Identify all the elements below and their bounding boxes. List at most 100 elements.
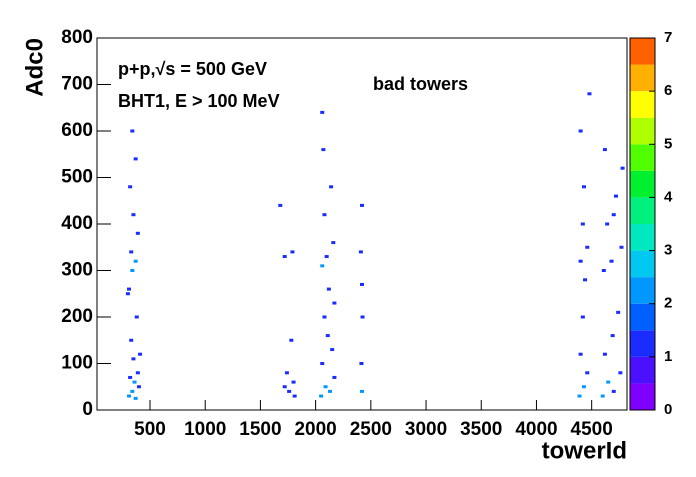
bin xyxy=(322,315,327,319)
bin xyxy=(127,287,132,291)
bin xyxy=(135,371,140,375)
bin xyxy=(138,352,143,356)
bin xyxy=(287,389,292,393)
x-tick-label: 500 xyxy=(134,419,166,440)
z-tick-label: 5 xyxy=(664,135,672,152)
bin xyxy=(135,231,140,235)
x-tick-label: 3500 xyxy=(460,419,502,440)
palette-swatch xyxy=(630,91,655,118)
bin xyxy=(322,213,327,217)
palette-swatch xyxy=(630,356,655,384)
bin xyxy=(327,389,332,393)
y-axis-label: Adc0 xyxy=(21,38,48,97)
bin xyxy=(332,301,337,305)
z-tick-label: 1 xyxy=(664,348,672,365)
z-tick-label: 6 xyxy=(664,82,672,99)
bin xyxy=(321,148,326,152)
bin xyxy=(360,315,365,319)
bin xyxy=(282,255,287,259)
bin xyxy=(613,194,618,198)
bin xyxy=(580,222,585,226)
bin xyxy=(134,315,139,319)
palette-swatch xyxy=(630,303,655,331)
y-tick-label: 400 xyxy=(61,213,93,234)
x-tick-label: 3000 xyxy=(405,419,447,440)
bin xyxy=(284,371,289,375)
y-tick-label: 800 xyxy=(61,27,93,48)
palette-swatch xyxy=(630,144,655,171)
bin xyxy=(133,157,138,161)
x-tick-label: 2500 xyxy=(350,419,392,440)
bin xyxy=(611,389,616,393)
y-tick-label: 200 xyxy=(61,306,93,327)
bin xyxy=(319,394,324,398)
bin xyxy=(127,394,132,398)
bin xyxy=(578,352,583,356)
x-tick-label: 1500 xyxy=(239,419,281,440)
bin xyxy=(600,394,605,398)
bin xyxy=(360,389,364,393)
y-tick-label: 500 xyxy=(61,167,93,188)
bin xyxy=(131,357,136,361)
bin xyxy=(130,129,135,133)
bin xyxy=(136,385,141,389)
palette-swatch xyxy=(630,38,655,65)
y-tick-label: 0 xyxy=(82,399,93,420)
bin xyxy=(583,278,588,282)
bin xyxy=(326,287,331,291)
x-tick-label: 2000 xyxy=(294,419,336,440)
bin xyxy=(329,185,334,189)
palette-swatch xyxy=(630,277,655,304)
bin xyxy=(605,222,610,226)
bin xyxy=(131,213,136,217)
palette-swatch xyxy=(630,117,655,145)
bin xyxy=(129,338,134,342)
z-tick-label: 0 xyxy=(664,401,672,418)
bin xyxy=(325,334,330,338)
palette-swatch xyxy=(630,170,655,198)
bin xyxy=(620,166,625,170)
x-tick-label: 4000 xyxy=(515,419,557,440)
bin xyxy=(618,371,623,375)
bin xyxy=(581,185,586,189)
bin xyxy=(609,259,614,263)
z-tick-label: 3 xyxy=(664,242,672,259)
bin xyxy=(320,264,325,268)
bin xyxy=(133,396,138,400)
bin xyxy=(602,148,607,152)
bin xyxy=(320,110,325,114)
palette-swatch xyxy=(630,330,655,357)
y-tick-label: 300 xyxy=(61,260,93,281)
bin xyxy=(291,380,296,384)
y-tick-label: 700 xyxy=(61,74,93,95)
bin xyxy=(292,394,297,398)
bin xyxy=(358,250,363,254)
bin xyxy=(290,250,295,254)
palette-swatch xyxy=(630,197,655,224)
bin xyxy=(577,394,582,398)
x-tick-label: 4500 xyxy=(571,419,613,440)
bin xyxy=(610,334,615,338)
bin xyxy=(619,245,624,249)
chart-title: bad towers xyxy=(373,74,468,94)
bin xyxy=(130,389,135,393)
z-tick-label: 4 xyxy=(664,188,673,205)
palette-swatch xyxy=(630,383,655,410)
bin xyxy=(278,203,283,207)
bin xyxy=(580,315,585,319)
bin xyxy=(602,352,607,356)
bin xyxy=(585,371,590,375)
bin xyxy=(132,380,137,384)
annotation: BHT1, E > 100 MeV xyxy=(118,91,280,111)
x-tick-label: 1000 xyxy=(184,419,226,440)
bin xyxy=(360,282,364,286)
annotation: p+p,√s = 500 GeV xyxy=(118,59,267,79)
bin xyxy=(128,375,133,379)
z-tick-label: 2 xyxy=(664,295,672,312)
z-tick-label: 7 xyxy=(664,29,672,46)
palette-swatch xyxy=(630,250,655,278)
bin xyxy=(330,348,335,352)
bin xyxy=(611,213,616,217)
bin xyxy=(289,338,294,342)
plot-frame xyxy=(96,37,628,411)
